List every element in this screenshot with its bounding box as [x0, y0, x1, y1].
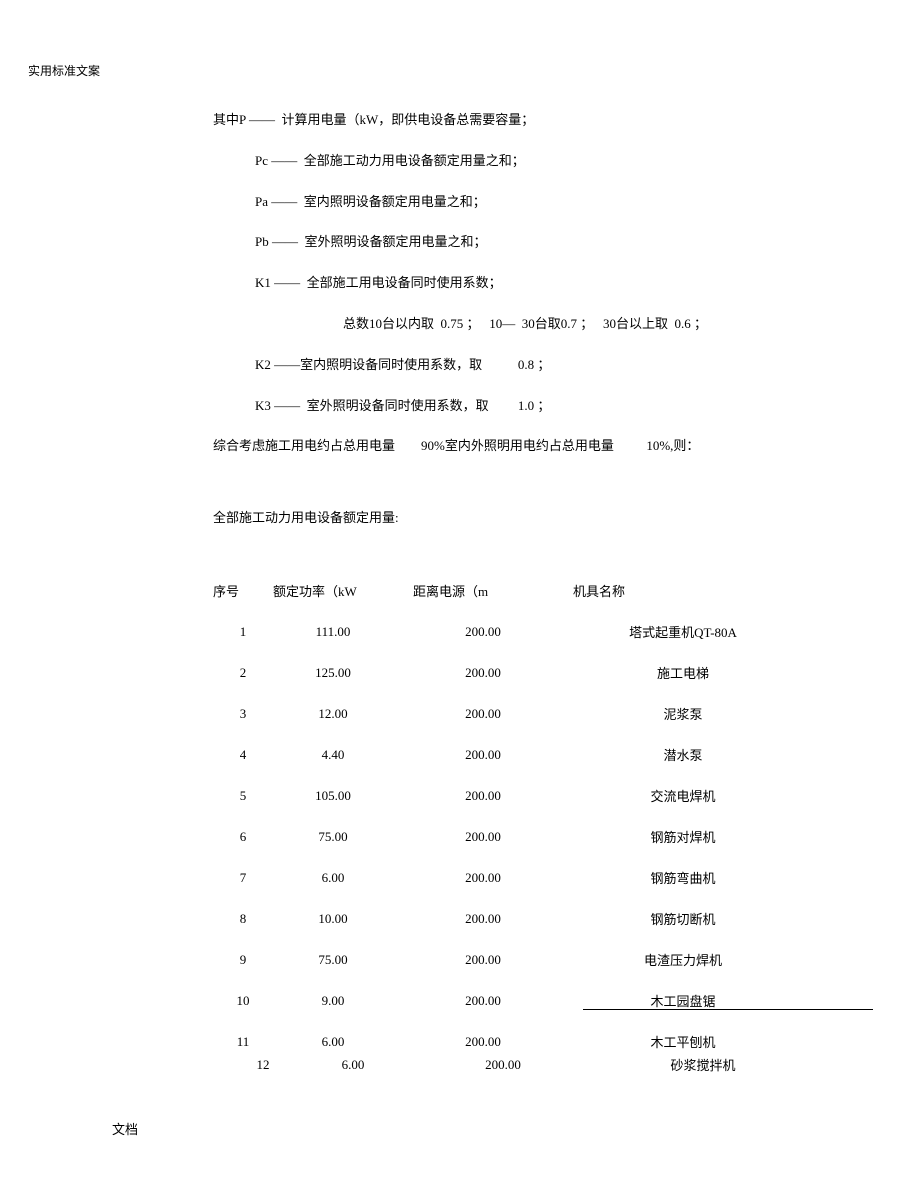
- table-row: 9 75.00 200.00 电渣压力焊机: [213, 950, 853, 969]
- cell-seq: 5: [213, 788, 273, 804]
- cell-seq: 7: [213, 870, 273, 886]
- cell-power: 10.00: [273, 911, 393, 927]
- definition-pa: Pa —— 室内照明设备额定用电量之和；: [213, 192, 853, 213]
- footer-label: 文档: [112, 1119, 138, 1138]
- cell-seq: 6: [213, 829, 273, 845]
- cell-name: 塔式起重机QT-80A: [573, 622, 793, 641]
- cell-name: 钢筋对焊机: [573, 827, 793, 846]
- table-row: 12 6.00 200.00 砂浆搅拌机: [213, 1055, 853, 1074]
- cell-distance: 200.00: [393, 870, 573, 886]
- cell-name: 交流电焊机: [573, 786, 793, 805]
- cell-distance: 200.00: [393, 829, 573, 845]
- table-row: 2 125.00 200.00 施工电梯: [213, 663, 853, 682]
- cell-power: 111.00: [273, 624, 393, 640]
- table-row: 8 10.00 200.00 钢筋切断机: [213, 909, 853, 928]
- cell-seq: 4: [213, 747, 273, 763]
- cell-power: 75.00: [273, 952, 393, 968]
- cell-power: 6.00: [273, 870, 393, 886]
- cell-power: 125.00: [273, 665, 393, 681]
- cell-power: 6.00: [293, 1057, 413, 1073]
- cell-name: 钢筋弯曲机: [573, 868, 793, 887]
- cell-seq: 12: [233, 1057, 293, 1073]
- cell-distance: 200.00: [393, 788, 573, 804]
- table-header-row: 序号 额定功率（kW 距离电源（m 机具名称: [213, 581, 853, 600]
- equipment-table: 序号 额定功率（kW 距离电源（m 机具名称 1 111.00 200.00 塔…: [213, 581, 853, 1074]
- definition-p: 其中P —— 计算用电量（kW，即供电设备总需要容量；: [213, 110, 853, 131]
- cell-name: 潜水泵: [573, 745, 793, 764]
- definition-k2: K2 ——室内照明设备同时使用系数，取 0.8 ；: [213, 355, 853, 376]
- cell-seq: 3: [213, 706, 273, 722]
- definition-k1: K1 —— 全部施工用电设备同时使用系数；: [213, 273, 853, 294]
- cell-distance: 200.00: [393, 624, 573, 640]
- header-seq: 序号: [213, 581, 273, 600]
- cell-power: 4.40: [273, 747, 393, 763]
- cell-distance: 200.00: [393, 993, 573, 1009]
- cell-seq: 10: [213, 993, 273, 1009]
- cell-name: 木工园盘锯: [573, 991, 793, 1010]
- table-row: 4 4.40 200.00 潜水泵: [213, 745, 853, 764]
- cell-power: 75.00: [273, 829, 393, 845]
- cell-power: 12.00: [273, 706, 393, 722]
- definition-k3: K3 —— 室外照明设备同时使用系数，取 1.0 ；: [213, 396, 853, 417]
- main-content: 其中P —— 计算用电量（kW，即供电设备总需要容量； Pc —— 全部施工动力…: [213, 110, 853, 1096]
- definition-k1-detail: 总数10台以内取 0.75 ； 10— 30台取0.7 ； 30台以上取 0.6…: [213, 314, 853, 335]
- definition-pc: Pc —— 全部施工动力用电设备额定用量之和；: [213, 151, 853, 172]
- cell-name: 电渣压力焊机: [573, 950, 793, 969]
- cell-power: 9.00: [273, 993, 393, 1009]
- header-power: 额定功率（kW: [273, 581, 413, 600]
- cell-name: 钢筋切断机: [573, 909, 793, 928]
- table-row: 1 111.00 200.00 塔式起重机QT-80A: [213, 622, 853, 641]
- cell-seq: 8: [213, 911, 273, 927]
- header-distance: 距离电源（m: [413, 581, 573, 600]
- cell-distance: 200.00: [393, 706, 573, 722]
- section-title: 全部施工动力用电设备额定用量:: [213, 507, 853, 526]
- table-row: 6 75.00 200.00 钢筋对焊机: [213, 827, 853, 846]
- cell-name: 木工平刨机: [573, 1032, 793, 1051]
- cell-name: 施工电梯: [573, 663, 793, 682]
- cell-seq: 1: [213, 624, 273, 640]
- table-row: 5 105.00 200.00 交流电焊机: [213, 786, 853, 805]
- definition-summary: 综合考虑施工用电约占总用电量 90%室内外照明用电约占总用电量 10%,则：: [213, 436, 853, 457]
- cell-distance: 200.00: [393, 952, 573, 968]
- definition-pb: Pb —— 室外照明设备额定用电量之和；: [213, 232, 853, 253]
- cell-power: 105.00: [273, 788, 393, 804]
- cell-seq: 2: [213, 665, 273, 681]
- table-row: 10 9.00 200.00 木工园盘锯: [213, 991, 853, 1010]
- cell-power: 6.00: [273, 1034, 393, 1050]
- header-label: 实用标准文案: [28, 62, 100, 79]
- table-row: 7 6.00 200.00 钢筋弯曲机: [213, 868, 853, 887]
- cell-distance: 200.00: [413, 1057, 593, 1073]
- cell-distance: 200.00: [393, 747, 573, 763]
- header-name: 机具名称: [573, 581, 733, 600]
- cell-seq: 11: [213, 1034, 273, 1050]
- cell-distance: 200.00: [393, 1034, 573, 1050]
- table-row: 11 6.00 200.00 木工平刨机: [213, 1032, 853, 1051]
- cell-distance: 200.00: [393, 665, 573, 681]
- cell-name: 泥浆泵: [573, 704, 793, 723]
- cell-name: 砂浆搅拌机: [593, 1055, 813, 1074]
- cell-distance: 200.00: [393, 911, 573, 927]
- cell-seq: 9: [213, 952, 273, 968]
- table-row: 3 12.00 200.00 泥浆泵: [213, 704, 853, 723]
